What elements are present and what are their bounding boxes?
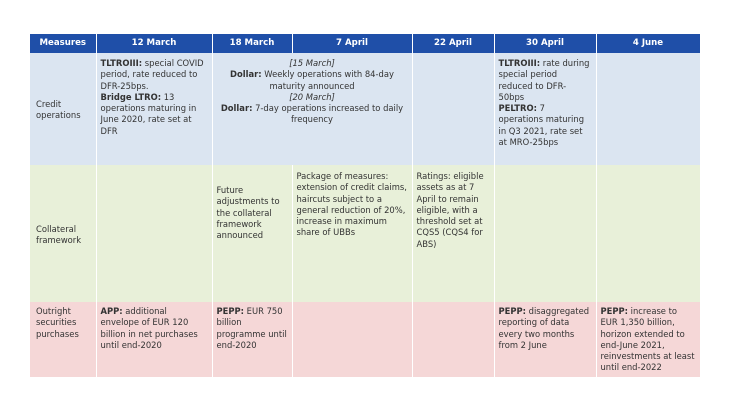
text-pepp-2: disaggregated reporting of data every tw…	[498, 306, 590, 350]
term-peltro: PELTRO:	[498, 103, 537, 114]
row-outright-purchases: Outright securities purchases APP: addit…	[30, 302, 701, 377]
header-row: Measures 12 March 18 March 7 April 22 Ap…	[30, 34, 701, 53]
cell-collateral-18-march: Future adjustments to the collateral fra…	[212, 165, 293, 302]
cell-collateral-4-june	[596, 165, 701, 302]
cell-outright-12-march: APP: additional envelope of EUR 120 bill…	[96, 302, 213, 377]
cell-outright-22-april	[412, 302, 495, 377]
row-collateral-framework: Collateral framework Future adjustments …	[30, 165, 701, 302]
cell-collateral-12-march	[96, 165, 213, 302]
header-18-march: 18 March	[212, 34, 293, 53]
text-tltroiii-2: rate during special period reduced to DF…	[498, 58, 590, 102]
text-pepp-3: increase to EUR 1,350 billion, horizon e…	[600, 306, 695, 373]
cell-credit-12-march: TLTROIII: special COVID period, rate red…	[96, 53, 213, 165]
header-7-april: 7 April	[292, 34, 413, 53]
cell-collateral-30-april	[494, 165, 597, 302]
term-pepp-3: PEPP:	[600, 306, 629, 316]
row-credit-operations: Credit operations TLTROIII: special COVI…	[30, 53, 701, 165]
header-measures: Measures	[30, 34, 97, 53]
row-label-collateral: Collateral framework	[30, 165, 97, 302]
term-bridge-ltro: Bridge LTRO:	[100, 91, 162, 102]
header-12-march: 12 March	[96, 34, 213, 53]
cell-credit-4-june	[596, 53, 701, 165]
row-label-outright: Outright securities purchases	[30, 302, 97, 377]
text-tltroiii: special COVID period, rate reduced to DF…	[100, 58, 204, 91]
term-dollar-2: Dollar:	[220, 103, 253, 114]
term-tltroiii-2: TLTROIII:	[498, 58, 541, 68]
header-4-june: 4 June	[596, 34, 701, 53]
cell-collateral-22-april: Ratings: eligible assets as at 7 April t…	[412, 165, 495, 302]
measures-table: Measures 12 March 18 March 7 April 22 Ap…	[30, 34, 701, 377]
text-pepp-1: EUR 750 billion programme until end-2020	[216, 306, 287, 350]
cell-outright-4-june: PEPP: increase to EUR 1,350 billion, hor…	[596, 302, 701, 377]
date-20-march: [20 March]	[289, 91, 335, 102]
cell-credit-22-april	[412, 53, 495, 165]
text-dollar-1: Weekly operations with 84-day maturity a…	[261, 69, 394, 91]
header-22-april: 22 April	[412, 34, 495, 53]
cell-collateral-7-april: Package of measures: extension of credit…	[292, 165, 413, 302]
cell-credit-18-march-7-april: [15 March] Dollar: Weekly operations wit…	[212, 53, 413, 165]
text-app: additional envelope of EUR 120 billion i…	[100, 306, 198, 350]
date-15-march: [15 March]	[289, 58, 335, 68]
term-tltroiii: TLTROIII:	[100, 58, 143, 68]
cell-credit-30-april: TLTROIII: rate during special period red…	[494, 53, 597, 165]
cell-outright-7-april	[292, 302, 413, 377]
text-dollar-2: 7-day operations increased to daily freq…	[252, 103, 404, 125]
header-30-april: 30 April	[494, 34, 597, 53]
text-bridge-ltro: 13 operations maturing in June 2020, rat…	[100, 91, 197, 136]
cell-outright-30-april: PEPP: disaggregated reporting of data ev…	[494, 302, 597, 377]
text-peltro: 7 operations maturing in Q3 2021, rate s…	[498, 103, 585, 148]
cell-outright-18-march: PEPP: EUR 750 billion programme until en…	[212, 302, 293, 377]
term-pepp-2: PEPP:	[498, 306, 527, 316]
term-pepp-1: PEPP:	[216, 306, 245, 316]
term-app: APP:	[100, 306, 123, 316]
row-label-credit: Credit operations	[30, 53, 97, 165]
term-dollar-1: Dollar:	[230, 69, 262, 80]
